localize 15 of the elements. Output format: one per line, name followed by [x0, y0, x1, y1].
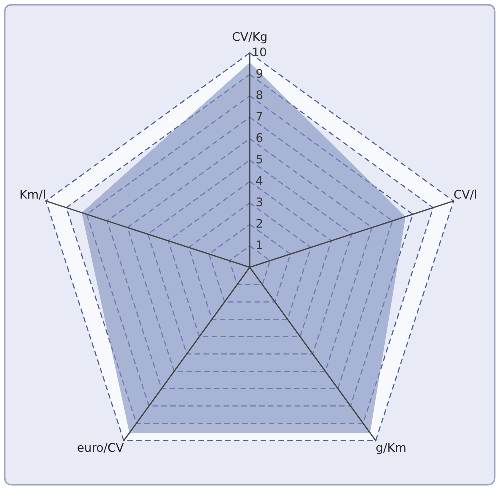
y-tick-label: 6	[256, 133, 263, 142]
spoke-label: Km/l	[20, 190, 46, 200]
spoke-label: euro/CV	[78, 443, 124, 454]
y-tick-label: 2	[256, 219, 262, 228]
spoke-label: CV/Kg	[232, 32, 267, 44]
y-tick-label: 1	[257, 240, 262, 250]
spoke-label: g/Km	[376, 443, 406, 454]
y-tick-label: 8	[256, 90, 263, 100]
spoke-label: CV/l	[454, 190, 476, 200]
y-tick-label: 7	[256, 112, 262, 121]
y-tick-label: 4	[256, 176, 263, 186]
y-tick-label: 10	[253, 48, 266, 57]
y-tick-label: 5	[256, 155, 262, 164]
y-tick-label: 9	[256, 69, 263, 78]
y-tick-label: 3	[256, 198, 262, 207]
